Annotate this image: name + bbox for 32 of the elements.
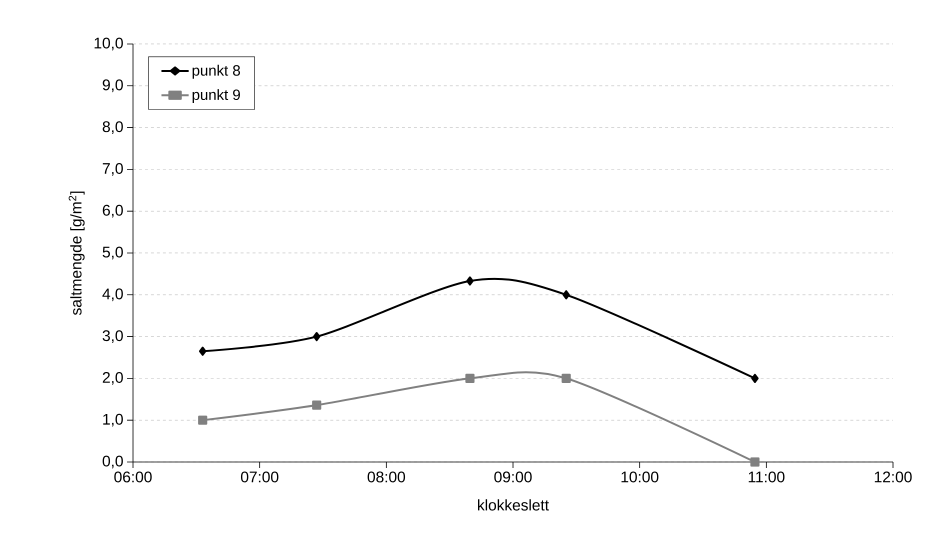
x-tick-label: 07:00 bbox=[240, 471, 278, 482]
point bbox=[198, 416, 208, 425]
y-tick-label: 10,0 bbox=[94, 38, 123, 50]
y-tick-label: 4,0 bbox=[102, 288, 123, 302]
y-tick-label: 1,0 bbox=[103, 414, 123, 427]
y-tick-label: 5,0 bbox=[102, 246, 123, 260]
y-tick-label: 2,0 bbox=[102, 372, 123, 385]
y-tick-label: 3,0 bbox=[102, 330, 123, 343]
y-tick-label: 8,0 bbox=[102, 121, 123, 134]
y-tick-label: 6,0 bbox=[102, 204, 123, 218]
point bbox=[198, 346, 206, 356]
point bbox=[751, 374, 759, 383]
point bbox=[312, 332, 320, 342]
x-tick-label: 10:00 bbox=[622, 471, 658, 482]
legend-label: punkt 8 bbox=[192, 64, 240, 79]
y-tick-label: 0,0 bbox=[102, 456, 123, 468]
x-tick-label: 08:00 bbox=[368, 471, 406, 482]
y-tick-label: 7,0 bbox=[102, 163, 123, 176]
point bbox=[562, 374, 571, 383]
y-tick-label: 9,0 bbox=[102, 79, 123, 92]
x-tick-label: 09:00 bbox=[494, 471, 532, 482]
point bbox=[466, 276, 474, 286]
point bbox=[750, 457, 760, 467]
x-tick-label: 11:00 bbox=[748, 471, 784, 482]
point bbox=[312, 400, 322, 410]
x-tick-label: 06:00 bbox=[114, 471, 152, 482]
x-tick-label: 12:00 bbox=[874, 471, 912, 482]
x-axis-title: klokkeslett bbox=[478, 499, 549, 511]
point bbox=[562, 290, 570, 300]
point bbox=[465, 374, 475, 383]
legend-label: punkt 9 bbox=[192, 89, 240, 103]
y-axis-title: saltmengde [g/m$^{2}$] bbox=[68, 192, 85, 316]
